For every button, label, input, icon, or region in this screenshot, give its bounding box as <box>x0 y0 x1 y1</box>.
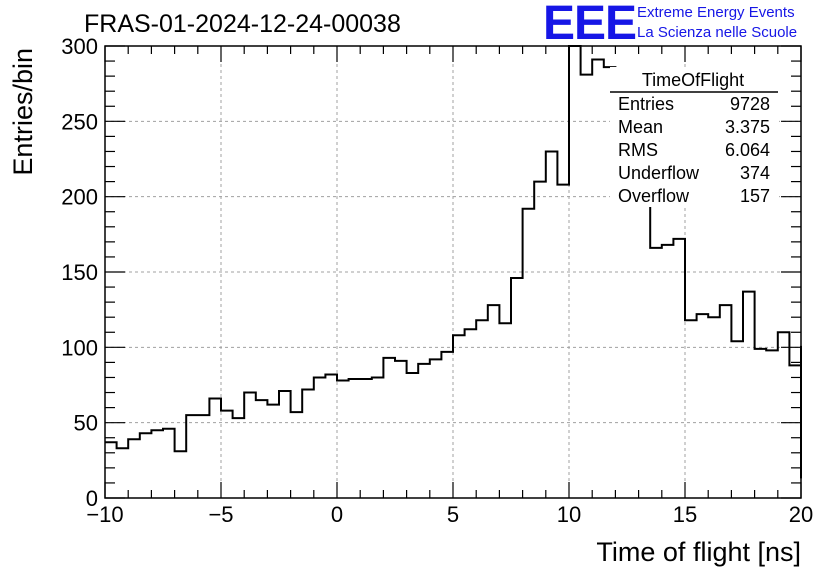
x-tick-label: 0 <box>331 502 343 527</box>
run-title: FRAS-01-2024-12-24-00038 <box>84 10 401 38</box>
logo-line-1: Extreme Energy Events <box>637 4 795 21</box>
y-tick-label: 100 <box>61 335 98 360</box>
y-tick-label: 0 <box>86 486 98 511</box>
x-tick-label: 20 <box>789 502 813 527</box>
stats-row-label: RMS <box>618 140 658 160</box>
stats-row-value: 3.375 <box>725 117 770 137</box>
stats-row-label: Overflow <box>618 186 690 206</box>
x-axis-label: Time of flight [ns] <box>596 537 801 567</box>
stats-box: TimeOfFlight Entries 9728 Mean 3.375 RMS 6.06… <box>610 67 779 207</box>
plot-frame <box>104 45 802 499</box>
y-tick-label: 200 <box>61 185 98 210</box>
y-axis-label: Entries/bin <box>8 48 38 176</box>
y-tick-label: 50 <box>74 411 98 436</box>
stats-row-label: Underflow <box>618 163 700 183</box>
stats-rows: Entries 9728 Mean 3.375 RMS 6.064 Underflow 374… <box>618 94 770 206</box>
x-tick-label: 15 <box>673 502 697 527</box>
logo-line-2: La Scienza nelle Scuole <box>637 24 798 41</box>
stats-row-value: 157 <box>740 186 770 206</box>
x-tick-label: 10 <box>557 502 581 527</box>
eee-logo: EEE <box>543 0 637 50</box>
y-tick-label: 250 <box>61 109 98 134</box>
stats-box-background <box>610 67 779 207</box>
stats-row-label: Mean <box>618 117 663 137</box>
stats-box-title: TimeOfFlight <box>642 70 744 90</box>
stats-row-value: 374 <box>740 163 770 183</box>
stats-row-value: 9728 <box>730 94 770 114</box>
x-tick-label: −5 <box>208 502 233 527</box>
stats-row-label: Entries <box>618 94 674 114</box>
stats-row-value: 6.064 <box>725 140 770 160</box>
x-tick-label: 5 <box>447 502 459 527</box>
y-tick-label: 300 <box>61 34 98 59</box>
x-tick-label: −10 <box>86 502 123 527</box>
y-tick-label: 150 <box>61 260 98 285</box>
